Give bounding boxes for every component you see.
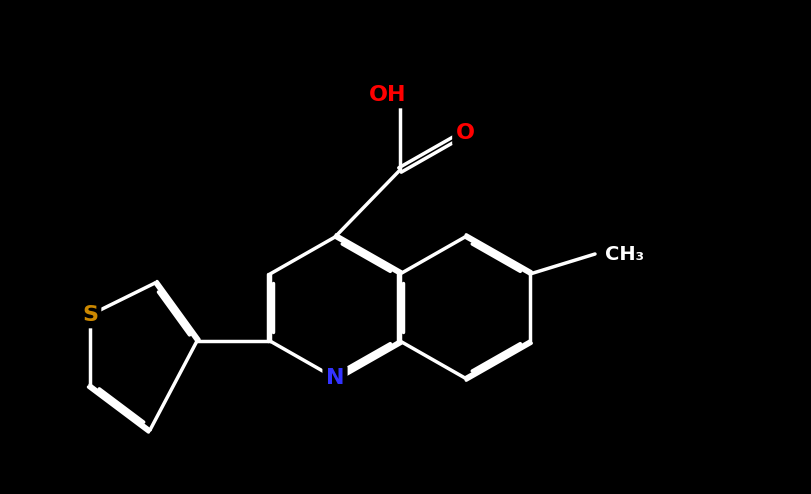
Text: S: S: [82, 305, 98, 325]
Text: CH₃: CH₃: [605, 245, 644, 263]
Text: O: O: [456, 123, 474, 143]
Text: OH: OH: [369, 85, 407, 105]
Text: N: N: [326, 368, 344, 388]
